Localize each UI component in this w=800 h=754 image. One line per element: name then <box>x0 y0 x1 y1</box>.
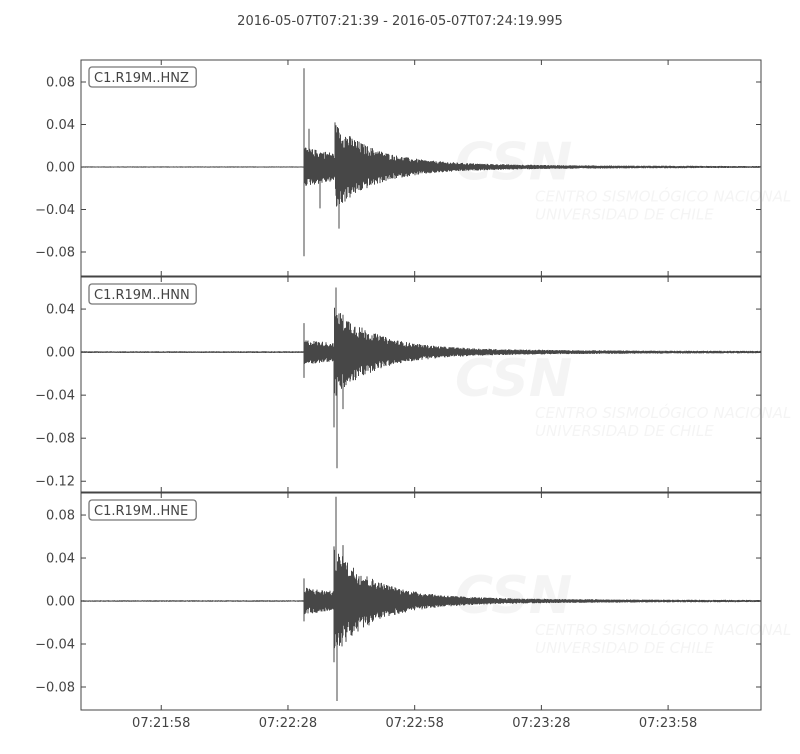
y-tick-label: −0.08 <box>35 432 75 447</box>
x-tick-label: 07:22:58 <box>385 716 443 731</box>
y-tick-label: 0.00 <box>46 595 75 610</box>
panel-frame <box>80 276 762 493</box>
y-tick-label: 0.00 <box>46 160 75 175</box>
trace-label-box <box>88 499 197 521</box>
trace-label: C1.R19M..HNE <box>88 499 197 521</box>
trace-C1.R19M..HNZ <box>80 68 761 257</box>
watermark-line2: UNIVERSIDAD DE CHILE <box>535 206 714 224</box>
trace-label-text: C1.R19M..HNE <box>94 504 188 519</box>
x-tick-label: 07:23:58 <box>639 716 697 731</box>
trace-label-text: C1.R19M..HNN <box>94 288 190 303</box>
trace-label-box <box>88 66 197 88</box>
y-tick-label: 0.08 <box>46 75 75 90</box>
watermark-csn: CSN <box>455 566 572 626</box>
trace-label-box <box>88 283 197 305</box>
y-tick-label: −0.04 <box>35 638 75 653</box>
watermark-line2: UNIVERSIDAD DE CHILE <box>535 422 714 440</box>
y-tick-label: −0.04 <box>35 203 75 218</box>
watermark-line2: UNIVERSIDAD DE CHILE <box>535 639 714 657</box>
y-tick-label: 0.04 <box>46 303 75 318</box>
x-tick-label: 07:22:28 <box>259 716 317 731</box>
y-tick-label: 0.04 <box>46 118 75 133</box>
watermark-csn: CSN <box>455 349 572 409</box>
panel-frame <box>80 59 762 277</box>
y-tick-label: 0.08 <box>46 509 75 524</box>
y-tick-label: −0.08 <box>35 680 75 695</box>
trace-C1.R19M..HNN <box>80 287 761 469</box>
watermark-line1: CENTRO SISMOLÓGICO NACIONAL <box>535 403 791 422</box>
watermark-csn: CSN <box>455 133 572 193</box>
y-tick-label: 0.00 <box>46 346 75 361</box>
x-tick-label: 07:23:28 <box>512 716 570 731</box>
chart-title: 2016-05-07T07:21:39 - 2016-05-07T07:24:1… <box>237 14 563 29</box>
watermark-line1: CENTRO SISMOLÓGICO NACIONAL <box>535 187 791 206</box>
y-tick-label: −0.08 <box>35 245 75 260</box>
y-tick-label: −0.04 <box>35 389 75 404</box>
watermark-line1: CENTRO SISMOLÓGICO NACIONAL <box>535 620 791 639</box>
x-tick-label: 07:21:58 <box>132 716 190 731</box>
y-tick-label: 0.04 <box>46 552 75 567</box>
trace-C1.R19M..HNE <box>80 496 761 701</box>
trace-label-text: C1.R19M..HNZ <box>94 71 189 86</box>
trace-label: C1.R19M..HNN <box>88 283 197 305</box>
trace-label: C1.R19M..HNZ <box>88 66 197 88</box>
y-tick-label: −0.12 <box>35 475 75 490</box>
